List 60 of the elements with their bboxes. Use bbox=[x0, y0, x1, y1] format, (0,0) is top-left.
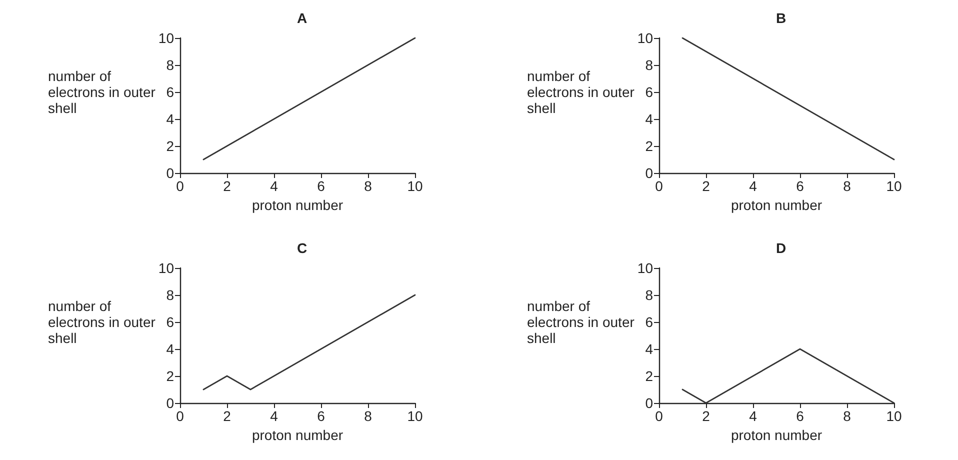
y-tick-label: 10 bbox=[637, 30, 654, 46]
x-tick-label: 8 bbox=[843, 178, 852, 194]
y-tick-label: 4 bbox=[645, 111, 654, 127]
y-tick-label: 0 bbox=[166, 395, 174, 411]
y-tick-label: 8 bbox=[645, 287, 654, 303]
chart-title: B bbox=[776, 10, 786, 26]
y-tick-label: 2 bbox=[645, 138, 654, 154]
x-tick-label: 4 bbox=[270, 178, 278, 194]
x-tick-label: 6 bbox=[317, 408, 326, 424]
y-tick-label: 0 bbox=[645, 395, 654, 411]
y-tick-label: 8 bbox=[166, 287, 174, 303]
chart-title: D bbox=[776, 240, 786, 256]
x-tick-label: 10 bbox=[886, 178, 902, 194]
y-tick-label: 8 bbox=[166, 57, 174, 73]
y-tick-label: 4 bbox=[645, 341, 654, 357]
x-tick-label: 2 bbox=[702, 178, 710, 194]
x-tick-label: 10 bbox=[407, 408, 423, 424]
y-tick-label: 6 bbox=[645, 314, 654, 330]
y-tick-label: 10 bbox=[158, 260, 174, 276]
x-tick-label: 2 bbox=[702, 408, 710, 424]
y-tick-label: 2 bbox=[645, 368, 654, 384]
x-tick-label: 6 bbox=[796, 178, 804, 194]
y-tick-label: 10 bbox=[637, 260, 654, 276]
y-tick-label: 10 bbox=[158, 30, 174, 46]
x-tick-label: 8 bbox=[364, 408, 372, 424]
y-tick-label: 0 bbox=[166, 165, 174, 181]
x-tick-label: 0 bbox=[176, 178, 184, 194]
y-tick-label: 8 bbox=[645, 57, 654, 73]
x-axis-title: proton number bbox=[730, 196, 822, 213]
y-tick-label: 2 bbox=[166, 368, 174, 384]
x-tick-label: 2 bbox=[223, 408, 232, 424]
x-tick-label: 10 bbox=[886, 408, 902, 424]
x-tick-label: 4 bbox=[270, 408, 278, 424]
x-axis-title: proton number bbox=[252, 196, 344, 213]
x-tick-label: 4 bbox=[749, 408, 758, 424]
x-tick-label: 8 bbox=[843, 408, 852, 424]
x-tick-label: 6 bbox=[317, 178, 326, 194]
y-axis-title: number of electrons in outer shell bbox=[48, 68, 160, 116]
x-tick-label: 0 bbox=[655, 178, 664, 194]
y-tick-label: 4 bbox=[166, 341, 174, 357]
y-tick-label: 2 bbox=[166, 138, 174, 154]
y-tick-label: 6 bbox=[166, 84, 174, 100]
chart-title: C bbox=[296, 240, 308, 256]
x-tick-label: 0 bbox=[176, 408, 184, 424]
chart-title: A bbox=[296, 10, 308, 26]
y-axis-title: number of electrons in outer shell bbox=[527, 68, 638, 116]
x-tick-label: 10 bbox=[407, 178, 423, 194]
y-tick-label: 6 bbox=[645, 84, 654, 100]
y-tick-label: 0 bbox=[645, 165, 654, 181]
x-tick-label: 2 bbox=[223, 178, 232, 194]
x-tick-label: 4 bbox=[749, 178, 758, 194]
y-axis-title: number of electrons in outer shell bbox=[48, 298, 160, 346]
y-axis-title: number of electrons in outer shell bbox=[527, 298, 638, 346]
y-tick-label: 6 bbox=[166, 314, 174, 330]
x-tick-label: 8 bbox=[364, 178, 372, 194]
x-axis-title: proton number bbox=[730, 426, 822, 443]
x-axis-title: proton number bbox=[252, 426, 344, 443]
y-tick-label: 4 bbox=[166, 111, 174, 127]
x-tick-label: 0 bbox=[655, 408, 664, 424]
x-tick-label: 6 bbox=[796, 408, 804, 424]
